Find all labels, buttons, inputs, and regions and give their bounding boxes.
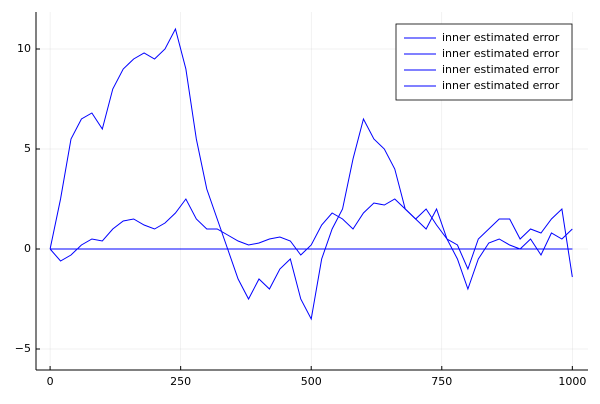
series-line [49,198,573,291]
x-tick-label: 750 [431,375,452,388]
legend-label: inner estimated error [442,79,560,92]
x-tick-label: 0 [47,375,54,388]
x-tick-label: 250 [170,375,191,388]
legend-label: inner estimated error [442,47,560,60]
series-line [49,27,573,321]
legend-label: inner estimated error [442,31,560,44]
x-tick-label: 500 [301,375,322,388]
legend-box [395,23,573,101]
y-tick-label: 5 [24,142,31,155]
y-tick-label: 0 [24,242,31,255]
legend-label: inner estimated error [442,63,560,76]
y-tick-label: −5 [15,342,31,355]
y-tick-label: 10 [17,42,31,55]
x-tick-label: 1000 [558,375,586,388]
